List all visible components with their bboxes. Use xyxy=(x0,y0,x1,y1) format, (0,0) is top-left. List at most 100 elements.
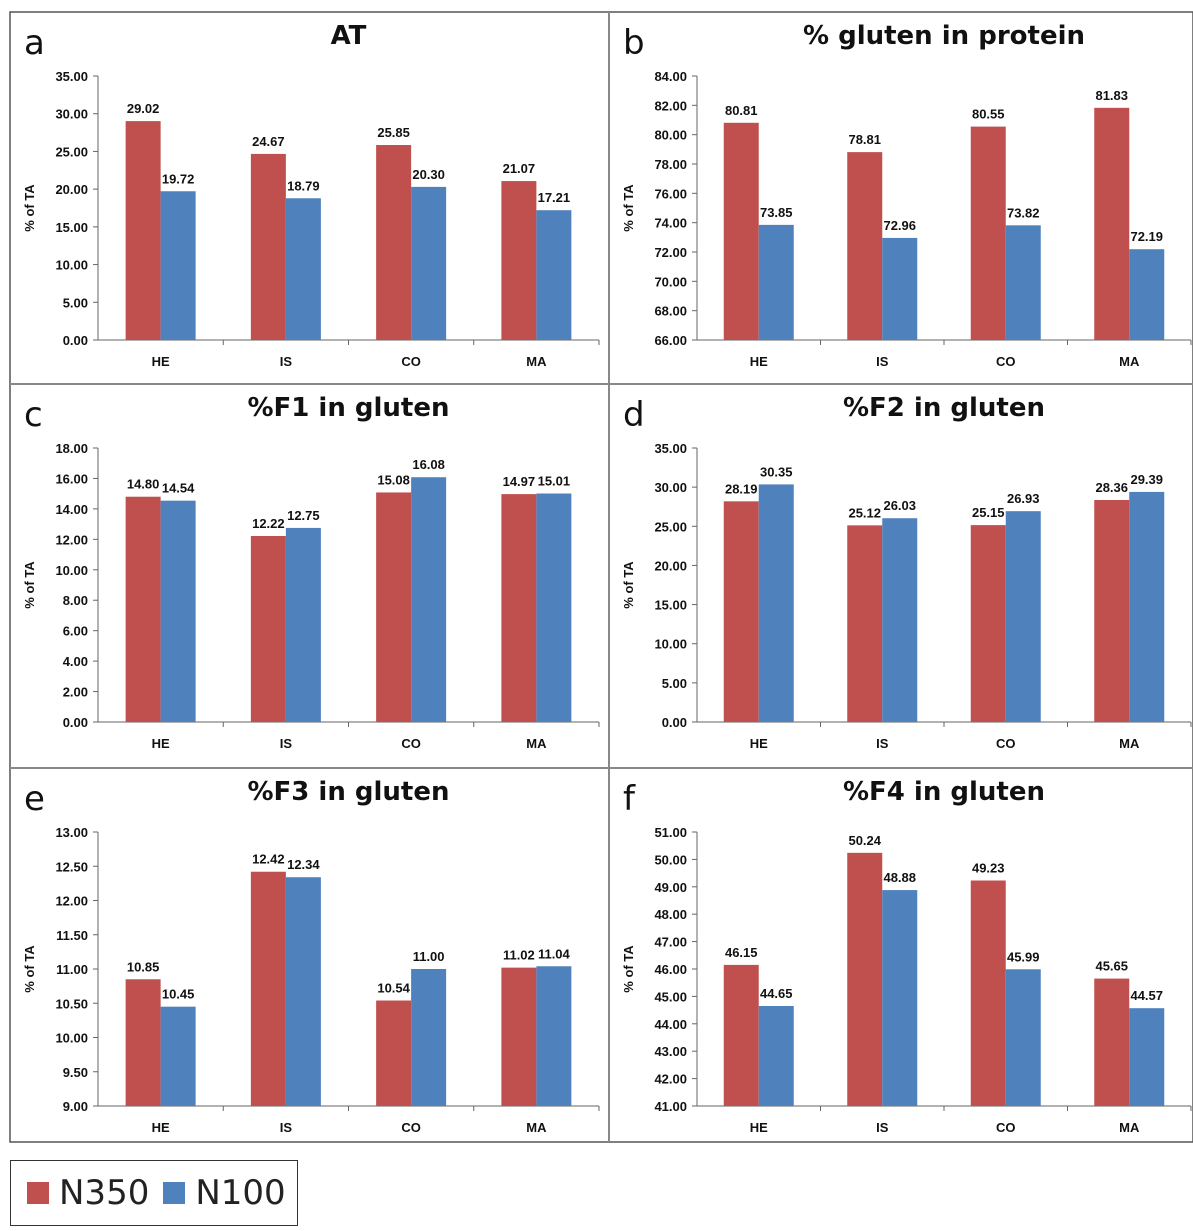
y-tick-label: 48.00 xyxy=(654,907,687,922)
data-label: 25.12 xyxy=(848,505,881,520)
chart-panel-f: f %F4 in gluten % of TA 41.00 42.00 43.00 44.0… xyxy=(621,777,1192,1135)
data-label: 15.01 xyxy=(538,474,571,489)
chart-panel-a: a AT % of TA 0.00 5.00 10.00 15.00 20.00 25.00 30… xyxy=(22,21,600,369)
data-label: 45.65 xyxy=(1095,959,1128,974)
y-tick-label: 78.00 xyxy=(654,157,687,172)
bar-n100-is xyxy=(285,527,321,722)
data-label: 78.81 xyxy=(848,132,881,147)
data-label: 11.02 xyxy=(503,948,535,963)
x-tick-label: HE xyxy=(152,354,170,369)
data-label: 28.36 xyxy=(1095,480,1128,495)
bar-n100-co xyxy=(1005,225,1041,340)
bar-n100-he xyxy=(758,224,794,340)
y-tick-label: 14.00 xyxy=(55,502,88,517)
y-axis-label: % of TA xyxy=(621,184,636,232)
data-label: 12.75 xyxy=(287,508,320,523)
x-tick-label: CO xyxy=(401,1120,421,1135)
bar-n100-is xyxy=(285,877,321,1106)
y-tick-label: 10.00 xyxy=(55,1031,88,1046)
y-tick-label: 47.00 xyxy=(654,935,687,950)
y-tick-label: 80.00 xyxy=(654,128,687,143)
x-tick-label: HE xyxy=(750,736,768,751)
y-tick-label: 20.00 xyxy=(654,558,687,573)
bar-n350-co xyxy=(970,525,1006,722)
data-label: 44.65 xyxy=(760,986,793,1001)
bar-n350-is xyxy=(847,525,883,722)
x-tick-label: MA xyxy=(526,1120,547,1135)
x-tick-label: HE xyxy=(750,1120,768,1135)
y-tick-label: 8.00 xyxy=(63,593,88,608)
legend-label-n350: N350 xyxy=(59,1173,150,1213)
bar-n100-is xyxy=(882,890,918,1106)
bar-n350-ma xyxy=(1094,499,1130,722)
y-axis-label: % of TA xyxy=(22,184,37,232)
data-label: 18.79 xyxy=(287,178,320,193)
bar-n350-is xyxy=(847,852,883,1106)
data-label: 73.85 xyxy=(760,205,793,220)
panel-letter: a xyxy=(24,23,45,63)
x-tick-label: IS xyxy=(280,354,293,369)
data-label: 25.15 xyxy=(972,505,1005,520)
data-label: 12.22 xyxy=(252,516,285,531)
y-tick-label: 35.00 xyxy=(654,441,687,456)
y-tick-label: 6.00 xyxy=(63,624,88,639)
y-tick-label: 18.00 xyxy=(55,441,88,456)
y-tick-label: 76.00 xyxy=(654,186,687,201)
y-tick-label: 50.00 xyxy=(654,852,687,867)
data-label: 24.67 xyxy=(252,134,285,149)
data-label: 73.82 xyxy=(1007,205,1040,220)
data-label: 44.57 xyxy=(1130,988,1163,1003)
x-tick-label: IS xyxy=(876,736,889,751)
y-tick-label: 0.00 xyxy=(63,333,88,348)
data-label: 49.23 xyxy=(972,860,1005,875)
y-tick-label: 25.00 xyxy=(654,519,687,534)
chart-title: %F2 in gluten xyxy=(843,393,1045,423)
x-tick-label: MA xyxy=(1119,736,1140,751)
bar-n100-he xyxy=(160,191,196,340)
y-tick-label: 68.00 xyxy=(654,304,687,319)
chart-title: AT xyxy=(331,21,367,51)
y-axis-label: % of TA xyxy=(22,945,37,993)
x-tick-label: CO xyxy=(401,736,421,751)
panel-letter: d xyxy=(623,395,645,435)
y-tick-label: 12.00 xyxy=(55,894,88,909)
bar-n100-ma xyxy=(536,210,572,340)
x-tick-label: MA xyxy=(526,736,547,751)
data-label: 26.03 xyxy=(883,498,916,513)
data-label: 20.30 xyxy=(412,167,445,182)
bar-n100-co xyxy=(1005,511,1041,722)
x-tick-label: HE xyxy=(152,736,170,751)
legend-entry-n350: N350 xyxy=(27,1173,149,1213)
chart-title: %F3 in gluten xyxy=(247,777,449,807)
bar-n350-co xyxy=(376,492,412,722)
x-tick-label: CO xyxy=(996,1120,1016,1135)
figure-border xyxy=(9,11,1193,1143)
y-tick-label: 20.00 xyxy=(55,182,88,197)
bar-n350-is xyxy=(250,153,286,340)
data-label: 81.83 xyxy=(1095,88,1128,103)
x-tick-label: MA xyxy=(1119,1120,1140,1135)
bar-n100-he xyxy=(160,500,196,722)
bar-n100-ma xyxy=(1129,491,1165,722)
bar-n100-co xyxy=(1005,969,1041,1106)
bar-n350-co xyxy=(970,880,1006,1106)
y-tick-label: 30.00 xyxy=(654,480,687,495)
y-tick-label: 5.00 xyxy=(662,676,687,691)
chart-title: %F4 in gluten xyxy=(843,777,1045,807)
data-label: 14.97 xyxy=(503,474,536,489)
legend-entry-n100: N100 xyxy=(163,1173,286,1213)
y-tick-label: 11.00 xyxy=(56,962,88,977)
bar-n350-ma xyxy=(501,967,537,1106)
bar-n350-ma xyxy=(1094,107,1130,341)
y-tick-label: 4.00 xyxy=(63,654,88,669)
chart-panel-d: d %F2 in gluten % of TA 0.00 5.00 10.00 15.00 2… xyxy=(621,393,1192,751)
y-tick-label: 10.50 xyxy=(55,996,88,1011)
panel-letter: e xyxy=(24,779,45,819)
y-tick-label: 0.00 xyxy=(662,715,687,730)
data-label: 10.85 xyxy=(127,959,160,974)
y-tick-label: 15.00 xyxy=(55,220,88,235)
y-tick-label: 45.00 xyxy=(654,989,687,1004)
y-axis-label: % of TA xyxy=(621,561,636,609)
y-tick-label: 35.00 xyxy=(55,69,88,84)
y-axis-label: % of TA xyxy=(621,945,636,993)
